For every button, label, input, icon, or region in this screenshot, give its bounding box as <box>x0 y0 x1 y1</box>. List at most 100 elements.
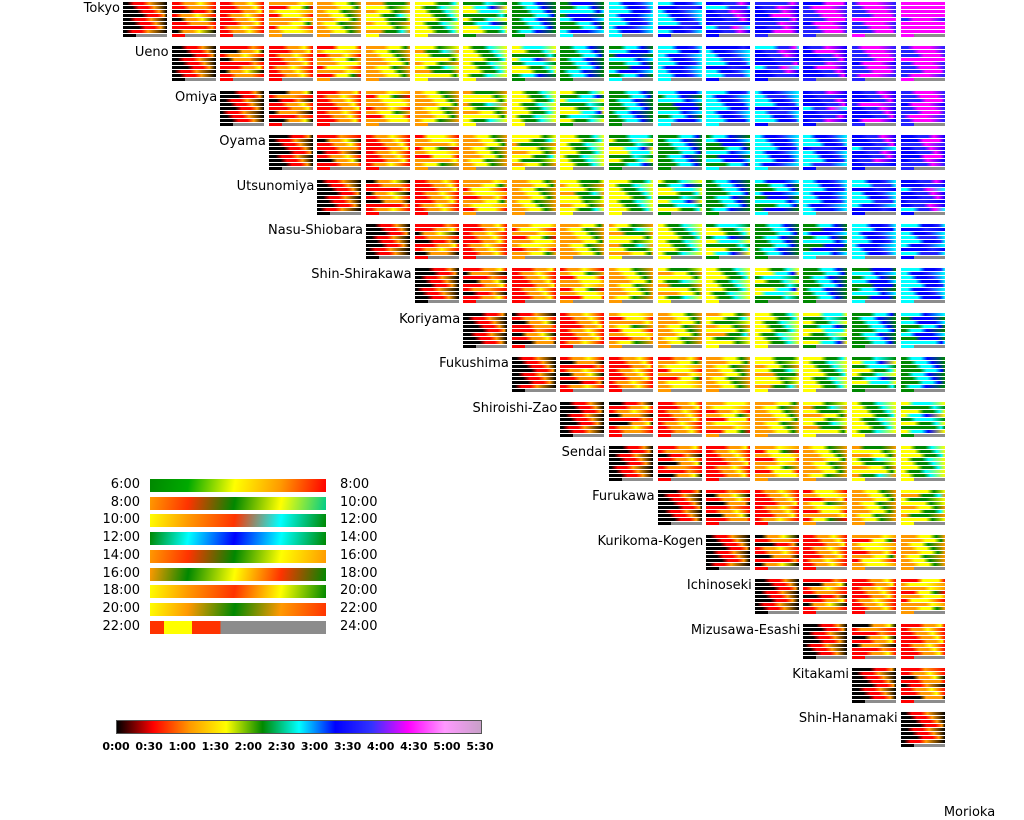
cell-strip <box>463 312 508 316</box>
cell-strip <box>366 102 410 106</box>
cell-3-12 <box>657 134 702 173</box>
cell-strip <box>852 579 896 583</box>
cell-strip <box>852 357 896 361</box>
cell-strip <box>560 280 605 284</box>
cell-strip <box>852 320 896 324</box>
cell-strip <box>657 163 702 167</box>
cell-strip <box>657 357 702 361</box>
cell-strip <box>900 248 945 251</box>
cell-strip <box>609 280 653 284</box>
cell-6-10 <box>560 267 605 306</box>
cell-strip <box>900 672 945 675</box>
cell-strip <box>803 478 848 481</box>
legend-start-time: 20:00 <box>102 600 140 616</box>
cell-strip <box>852 203 896 207</box>
cell-strip <box>609 199 653 203</box>
cell-strip <box>463 147 508 151</box>
cell-0-4 <box>268 1 313 39</box>
cell-strip <box>852 607 896 611</box>
cell-strip <box>317 46 362 50</box>
cell-strip <box>511 18 556 21</box>
cell-strip <box>560 361 605 365</box>
cell-strip <box>609 421 653 425</box>
cell-strip <box>511 361 556 365</box>
cell-strip <box>754 546 799 550</box>
cell-strip <box>803 232 848 235</box>
cell-15-16 <box>852 667 896 705</box>
cell-strip <box>366 207 410 211</box>
cell-strip <box>754 191 799 195</box>
cell-strip <box>657 203 702 207</box>
cell-strip <box>511 369 556 373</box>
cell-strip <box>657 324 702 328</box>
cell-strip <box>900 203 945 207</box>
cell-2-6 <box>366 89 410 128</box>
cell-strip <box>609 248 653 251</box>
cell-strip <box>609 195 653 199</box>
cell-strip <box>706 458 751 461</box>
station-label-shiroishi-zao: Shiroishi-Zao <box>472 400 558 416</box>
cell-strip <box>560 401 605 405</box>
cell-strip <box>706 320 751 324</box>
cell-strip <box>560 167 605 171</box>
cell-strip <box>900 680 945 683</box>
cell-strip <box>463 207 508 211</box>
station-label-omiya: Omiya <box>175 89 218 105</box>
cell-strip <box>657 478 702 481</box>
cell-8-15 <box>803 356 848 395</box>
cell-strip <box>706 195 751 199</box>
cell-strip <box>754 10 799 13</box>
cell-strip <box>754 458 799 461</box>
cell-strip <box>852 498 896 502</box>
cell-strip <box>706 26 751 29</box>
cell-strip <box>706 550 751 554</box>
cell-strip <box>463 46 508 50</box>
cell-strip <box>317 151 362 155</box>
cell-2-7 <box>414 89 459 128</box>
cell-strip <box>754 446 799 449</box>
cell-strip <box>609 187 653 191</box>
cell-strip <box>803 2 848 5</box>
cell-strip <box>706 30 751 33</box>
cell-strip <box>803 494 848 498</box>
cell-strip <box>852 611 896 615</box>
cell-strip <box>560 336 605 340</box>
cell-4-10 <box>560 178 605 217</box>
cell-strip <box>657 224 702 227</box>
cell-strip <box>852 211 896 215</box>
cell-strip <box>609 425 653 429</box>
cell-strip <box>900 474 945 477</box>
cell-strip <box>511 236 556 239</box>
cell-strip <box>706 514 751 518</box>
cell-strip <box>657 143 702 147</box>
cell-strip <box>900 183 945 187</box>
cell-strip <box>754 151 799 155</box>
cell-strip <box>560 30 605 33</box>
cell-strip <box>900 684 945 687</box>
cell-strip <box>706 211 751 215</box>
cell-strip <box>900 413 945 417</box>
cell-strip <box>900 336 945 340</box>
cell-strip <box>803 344 848 348</box>
cell-strip <box>900 344 945 348</box>
cell-strip <box>268 70 313 74</box>
cell-strip <box>463 74 508 78</box>
cell-strip <box>657 340 702 344</box>
cell-1-12 <box>657 45 702 84</box>
cell-strip <box>366 62 410 66</box>
legend-start-time: 8:00 <box>110 494 140 510</box>
cell-strip <box>560 179 605 183</box>
cell-strip <box>657 405 702 409</box>
cell-strip <box>803 635 848 639</box>
cell-strip <box>414 6 459 9</box>
cell-strip <box>754 207 799 211</box>
cell-strip <box>560 328 605 332</box>
cell-strip <box>803 312 848 316</box>
cell-strip <box>900 381 945 385</box>
cell-strip <box>706 369 751 373</box>
cell-strip <box>317 74 362 78</box>
cell-strip <box>414 191 459 195</box>
cell-strip <box>706 236 751 239</box>
cell-strip <box>900 554 945 558</box>
cell-strip <box>900 744 945 748</box>
